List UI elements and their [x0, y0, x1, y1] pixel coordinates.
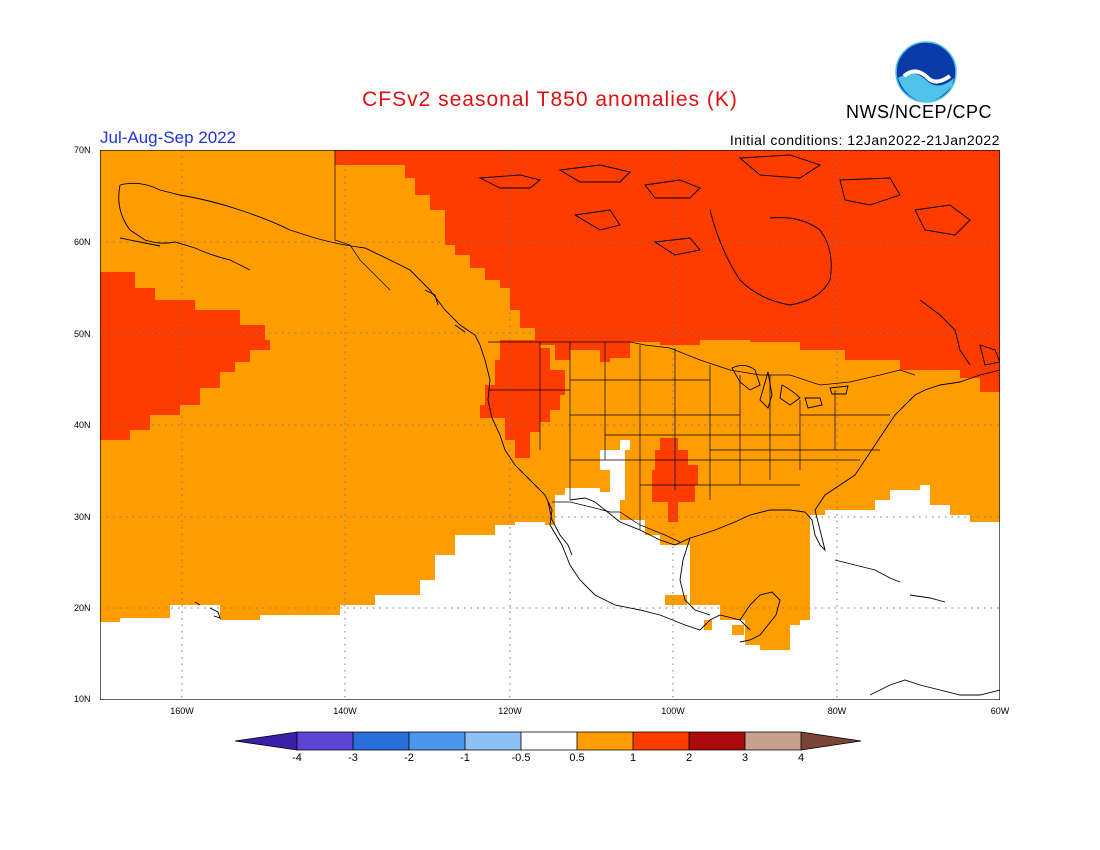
anomaly-map — [100, 150, 1000, 700]
colorbar-bin — [577, 732, 633, 750]
graticule — [100, 150, 1000, 700]
lat-label-50n: 50N — [74, 329, 91, 339]
colorbar-bin — [409, 732, 465, 750]
political-borders — [334, 150, 916, 543]
forecast-period: Jul-Aug-Sep 2022 — [100, 128, 237, 147]
colorbar-label: -0.5 — [511, 752, 531, 764]
colorbar-label: 2 — [685, 752, 693, 764]
lat-label-30n: 30N — [74, 512, 91, 522]
colorbar-bin — [297, 732, 353, 750]
region-near-normal — [100, 440, 1000, 700]
colorbar-bin — [353, 732, 409, 750]
lon-label-100w: 100W — [661, 706, 685, 716]
colorbar-label: 3 — [741, 752, 749, 764]
lat-label-70n: 70N — [74, 145, 91, 155]
colorbar-label: -2 — [404, 752, 414, 764]
colorbar-bin — [235, 732, 297, 750]
region-above-1-west-us — [480, 340, 565, 458]
noaa-logo — [895, 41, 957, 103]
lat-label-10n: 10N — [74, 694, 91, 704]
lon-label-120w: 120W — [498, 706, 522, 716]
colorbar-label: 4 — [797, 752, 805, 764]
colorbar-label: -1 — [460, 752, 470, 764]
lon-label-140w: 140W — [333, 706, 357, 716]
region-above-1-pacific — [100, 272, 270, 440]
colorbar-bin — [689, 732, 745, 750]
lat-label-40n: 40N — [74, 420, 91, 430]
colorbar-bin — [521, 732, 577, 750]
colorbar-bin — [465, 732, 521, 750]
anomaly-cell — [732, 625, 744, 635]
lon-label-160w: 160W — [170, 706, 194, 716]
colorbar-label: -4 — [292, 752, 302, 764]
colorbar-bin — [801, 732, 861, 750]
colorbar-label: 1 — [629, 752, 637, 764]
colorbar-label: -3 — [348, 752, 358, 764]
colorbar-bin — [633, 732, 689, 750]
coastlines — [118, 154, 1000, 696]
colorbar-label: 0.5 — [569, 752, 585, 764]
colorbar — [235, 731, 862, 751]
anomaly-cell — [704, 620, 712, 630]
lon-label-60w: 60W — [990, 706, 1010, 716]
anomaly-cell — [665, 595, 687, 605]
region-above-1-north — [335, 150, 1000, 392]
map-title: CFSv2 seasonal T850 anomalies (K) — [362, 88, 738, 111]
colorbar-bin — [745, 732, 801, 750]
organization-label: NWS/NCEP/CPC — [846, 102, 993, 122]
initial-conditions: Initial conditions: 12Jan2022-21Jan2022 — [729, 132, 1000, 148]
lon-label-80w: 80W — [827, 706, 847, 716]
lat-label-60n: 60N — [74, 237, 91, 247]
lat-label-20n: 20N — [74, 603, 91, 613]
